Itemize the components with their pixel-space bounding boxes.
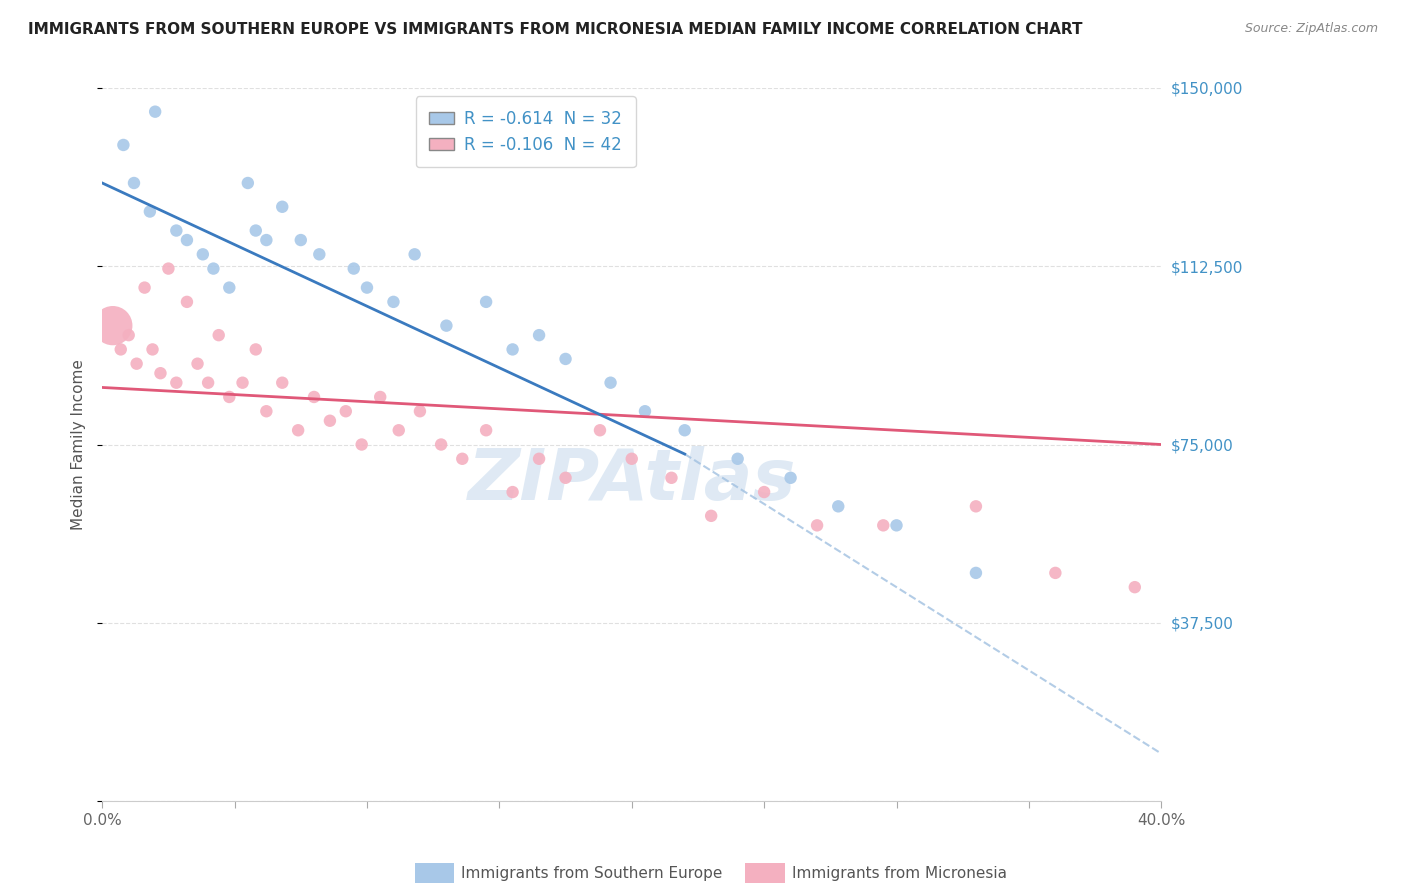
Text: IMMIGRANTS FROM SOUTHERN EUROPE VS IMMIGRANTS FROM MICRONESIA MEDIAN FAMILY INCO: IMMIGRANTS FROM SOUTHERN EUROPE VS IMMIG… xyxy=(28,22,1083,37)
Point xyxy=(409,404,432,418)
Point xyxy=(197,376,219,390)
Point xyxy=(1045,566,1067,580)
Point xyxy=(872,518,894,533)
Point xyxy=(554,351,576,366)
Point xyxy=(271,376,294,390)
Point xyxy=(673,423,696,437)
Text: Source: ZipAtlas.com: Source: ZipAtlas.com xyxy=(1244,22,1378,36)
Text: Immigrants from Micronesia: Immigrants from Micronesia xyxy=(792,866,1007,880)
Point xyxy=(245,343,267,357)
Point xyxy=(965,500,987,514)
Point xyxy=(112,138,135,153)
Point xyxy=(727,451,749,466)
Point xyxy=(110,343,132,357)
Point xyxy=(232,376,254,390)
Point xyxy=(502,343,524,357)
Y-axis label: Median Family Income: Median Family Income xyxy=(72,359,86,530)
Point xyxy=(589,423,612,437)
Point xyxy=(350,437,373,451)
Point xyxy=(186,357,208,371)
Legend: R = -0.614  N = 32, R = -0.106  N = 42: R = -0.614 N = 32, R = -0.106 N = 42 xyxy=(416,96,636,167)
Point xyxy=(388,423,411,437)
Point xyxy=(308,247,330,261)
Point xyxy=(806,518,828,533)
Point xyxy=(335,404,357,418)
Point xyxy=(165,223,187,237)
Point xyxy=(661,471,683,485)
Point xyxy=(218,280,240,294)
Point xyxy=(143,104,166,119)
Point xyxy=(827,500,849,514)
Point xyxy=(290,233,312,247)
Point xyxy=(475,294,498,309)
Point xyxy=(502,485,524,500)
Point xyxy=(475,423,498,437)
Point xyxy=(139,204,162,219)
Point xyxy=(886,518,908,533)
Point xyxy=(125,357,148,371)
Point xyxy=(157,261,180,276)
Point xyxy=(752,485,775,500)
Point xyxy=(527,328,550,343)
Point xyxy=(134,280,156,294)
Point xyxy=(779,471,801,485)
Point xyxy=(382,294,405,309)
Point xyxy=(149,366,172,380)
Point xyxy=(451,451,474,466)
Point xyxy=(245,223,267,237)
Point xyxy=(254,404,277,418)
Point xyxy=(236,176,259,190)
Point xyxy=(176,294,198,309)
Point xyxy=(165,376,187,390)
Point xyxy=(436,318,458,333)
Point xyxy=(620,451,643,466)
Point xyxy=(254,233,277,247)
Point xyxy=(191,247,214,261)
Point xyxy=(122,176,145,190)
Point xyxy=(343,261,366,276)
Point xyxy=(271,200,294,214)
Point xyxy=(634,404,657,418)
Point xyxy=(287,423,309,437)
Point xyxy=(1123,580,1146,594)
Point xyxy=(218,390,240,404)
Point xyxy=(430,437,453,451)
Text: ZIPAtlas: ZIPAtlas xyxy=(467,446,796,515)
Point xyxy=(368,390,391,404)
Point xyxy=(319,414,342,428)
Point xyxy=(141,343,163,357)
Point xyxy=(118,328,141,343)
Point xyxy=(356,280,378,294)
Point xyxy=(208,328,231,343)
Point xyxy=(965,566,987,580)
Text: Immigrants from Southern Europe: Immigrants from Southern Europe xyxy=(461,866,723,880)
Point xyxy=(527,451,550,466)
Point xyxy=(101,318,124,333)
Point xyxy=(176,233,198,247)
Point xyxy=(700,508,723,523)
Point xyxy=(302,390,325,404)
Point xyxy=(554,471,576,485)
Point xyxy=(404,247,426,261)
Point xyxy=(599,376,621,390)
Point xyxy=(202,261,225,276)
